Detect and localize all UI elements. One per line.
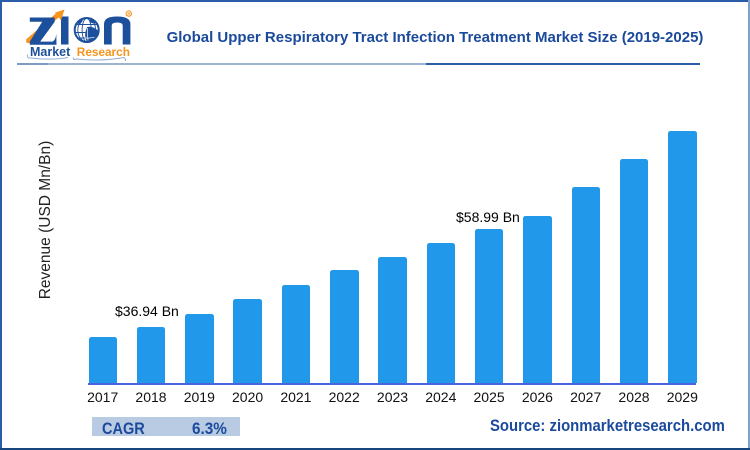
svg-text:Research: Research: [77, 45, 130, 59]
svg-text:R: R: [127, 12, 131, 17]
svg-text:Market: Market: [30, 45, 71, 59]
